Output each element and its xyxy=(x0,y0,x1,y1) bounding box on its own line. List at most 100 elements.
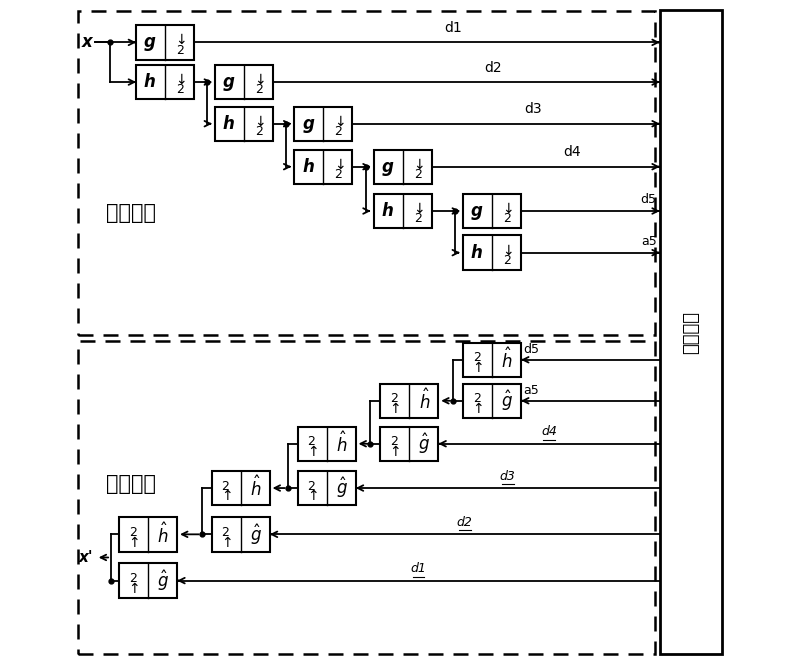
Text: 2: 2 xyxy=(473,351,481,365)
Bar xyxy=(135,65,194,99)
Text: h: h xyxy=(471,244,482,262)
Bar xyxy=(119,564,177,598)
Text: 2: 2 xyxy=(129,526,137,539)
Text: $\downarrow$: $\downarrow$ xyxy=(411,202,425,216)
Text: $\uparrow$: $\uparrow$ xyxy=(126,535,140,550)
Text: $\uparrow$: $\uparrow$ xyxy=(218,535,232,550)
Text: 2: 2 xyxy=(176,84,184,96)
Text: 分解部分: 分解部分 xyxy=(106,203,156,223)
Text: d5: d5 xyxy=(641,193,657,207)
Text: g: g xyxy=(143,33,155,51)
Text: 2: 2 xyxy=(390,436,398,448)
Text: $\uparrow$: $\uparrow$ xyxy=(387,444,401,459)
Text: $\hat{g}$: $\hat{g}$ xyxy=(336,476,348,501)
Text: x: x xyxy=(82,33,93,51)
Bar xyxy=(380,384,438,418)
Bar xyxy=(380,426,438,461)
Text: a5: a5 xyxy=(523,384,538,397)
Bar xyxy=(78,341,654,654)
Text: $\uparrow$: $\uparrow$ xyxy=(387,401,401,416)
Text: d5: d5 xyxy=(523,343,539,356)
Text: $\downarrow$: $\downarrow$ xyxy=(411,157,425,172)
Bar xyxy=(298,471,356,505)
Text: d4: d4 xyxy=(563,145,581,159)
Text: x': x' xyxy=(78,550,93,565)
Text: 2: 2 xyxy=(414,168,422,181)
Bar xyxy=(374,149,432,184)
Bar xyxy=(660,10,722,654)
Text: $\uparrow$: $\uparrow$ xyxy=(470,401,483,416)
Text: $\downarrow$: $\downarrow$ xyxy=(500,202,514,216)
Text: 2: 2 xyxy=(414,212,422,226)
Bar xyxy=(294,149,352,184)
Text: h: h xyxy=(143,73,155,91)
Text: 2: 2 xyxy=(222,526,230,539)
Text: $\downarrow$: $\downarrow$ xyxy=(252,115,266,129)
Text: 2: 2 xyxy=(307,436,315,448)
Text: a5: a5 xyxy=(641,235,657,248)
Text: 2: 2 xyxy=(334,125,342,138)
Text: 2: 2 xyxy=(222,479,230,493)
Text: 2: 2 xyxy=(176,44,184,57)
Text: $\hat{h}$: $\hat{h}$ xyxy=(418,388,430,413)
Bar xyxy=(374,194,432,228)
Text: $\hat{h}$: $\hat{h}$ xyxy=(250,476,262,501)
Text: 2: 2 xyxy=(334,168,342,181)
Text: 2: 2 xyxy=(129,572,137,585)
Bar xyxy=(78,11,654,335)
Text: 2: 2 xyxy=(390,392,398,405)
Bar xyxy=(215,106,273,141)
Text: g: g xyxy=(382,157,394,176)
Text: d3: d3 xyxy=(500,469,516,483)
Text: 2: 2 xyxy=(255,125,263,138)
Bar xyxy=(463,194,521,228)
Bar xyxy=(211,517,270,552)
Text: 2: 2 xyxy=(255,84,263,96)
Text: d2: d2 xyxy=(484,61,502,75)
Text: 系数处理: 系数处理 xyxy=(682,311,700,353)
Text: g: g xyxy=(223,73,234,91)
Text: $\downarrow$: $\downarrow$ xyxy=(500,244,514,258)
Text: 2: 2 xyxy=(307,479,315,493)
Text: $\hat{g}$: $\hat{g}$ xyxy=(501,388,513,413)
Text: 2: 2 xyxy=(503,254,511,267)
Text: g: g xyxy=(302,115,314,133)
Text: $\downarrow$: $\downarrow$ xyxy=(332,157,345,172)
Bar xyxy=(119,517,177,552)
Bar xyxy=(298,426,356,461)
Text: h: h xyxy=(223,115,234,133)
Text: $\downarrow$: $\downarrow$ xyxy=(332,115,345,129)
Text: d4: d4 xyxy=(541,426,557,438)
Text: $\hat{h}$: $\hat{h}$ xyxy=(502,347,513,372)
Text: h: h xyxy=(382,202,394,220)
Text: 重构部分: 重构部分 xyxy=(106,474,156,494)
Text: d1: d1 xyxy=(444,21,462,35)
Text: $\hat{g}$: $\hat{g}$ xyxy=(158,568,169,593)
Bar xyxy=(463,236,521,270)
Text: h: h xyxy=(302,157,314,176)
Text: $\uparrow$: $\uparrow$ xyxy=(305,444,318,459)
Bar xyxy=(135,25,194,60)
Text: $\downarrow$: $\downarrow$ xyxy=(173,73,186,87)
Bar xyxy=(215,65,273,99)
Bar xyxy=(463,343,521,377)
Text: $\hat{h}$: $\hat{h}$ xyxy=(158,522,169,546)
Text: $\uparrow$: $\uparrow$ xyxy=(218,489,232,503)
Bar xyxy=(211,471,270,505)
Text: $\uparrow$: $\uparrow$ xyxy=(305,489,318,503)
Text: $\downarrow$: $\downarrow$ xyxy=(252,73,266,87)
Text: 2: 2 xyxy=(503,212,511,226)
Text: d1: d1 xyxy=(410,562,426,575)
Text: d3: d3 xyxy=(524,102,542,116)
Text: $\hat{h}$: $\hat{h}$ xyxy=(336,432,347,456)
Text: $\uparrow$: $\uparrow$ xyxy=(470,360,483,375)
Text: $\uparrow$: $\uparrow$ xyxy=(126,581,140,596)
Text: g: g xyxy=(471,202,482,220)
Text: $\hat{g}$: $\hat{g}$ xyxy=(250,522,262,546)
Text: $\downarrow$: $\downarrow$ xyxy=(173,33,186,47)
Bar xyxy=(294,106,352,141)
Text: $\hat{g}$: $\hat{g}$ xyxy=(418,432,430,456)
Text: 2: 2 xyxy=(473,392,481,405)
Text: d2: d2 xyxy=(457,516,473,529)
Bar xyxy=(463,384,521,418)
